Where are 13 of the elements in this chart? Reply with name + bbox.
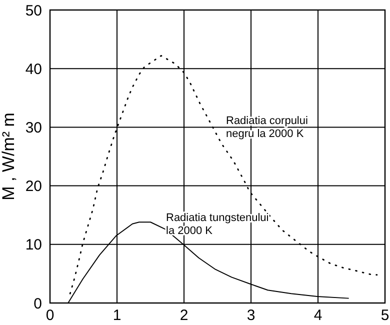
y-tick-label: 40 xyxy=(25,60,42,78)
x-tick-label: 4 xyxy=(314,307,322,324)
y-tick-label: 50 xyxy=(25,2,42,20)
y-tick-label: 0 xyxy=(34,295,42,312)
y-tick-label: 30 xyxy=(25,119,42,136)
x-tick-label: 3 xyxy=(246,307,256,324)
x-tick-label: 1 xyxy=(112,307,122,324)
x-tick-label: 0 xyxy=(46,307,54,324)
y-axis-title: M , W/m² m xyxy=(0,112,18,200)
x-tick-label: 5 xyxy=(380,307,390,324)
y-tick-label: 10 xyxy=(25,236,42,254)
y-tick-label: 20 xyxy=(25,178,42,196)
x-tick-label: 2 xyxy=(180,307,188,324)
